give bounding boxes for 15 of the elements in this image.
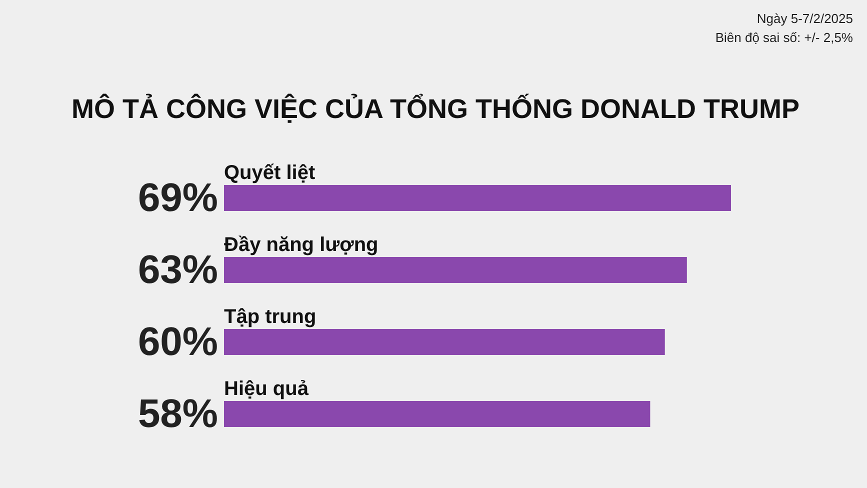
- text: Biên độ sai số: +/- 2,5%: [715, 29, 853, 47]
- y-tick-label: Quyết liệt: [224, 162, 316, 184]
- bar: [224, 257, 687, 283]
- data-label: 69%: [138, 176, 218, 220]
- data-label: 63%: [138, 248, 218, 292]
- bar: [224, 185, 731, 211]
- data-label: 58%: [138, 392, 218, 436]
- y-tick-label: Đầy năng lượng: [224, 234, 378, 256]
- bar: [224, 401, 650, 427]
- text: Ngày 5-7/2/2025: [756, 10, 853, 28]
- y-tick-label: Tập trung: [224, 306, 316, 328]
- bar: [224, 329, 665, 355]
- y-tick-label: Hiệu quả: [224, 378, 310, 400]
- data-label: 60%: [138, 320, 218, 364]
- chart-title: MÔ TẢ CÔNG VIỆC CỦA TỔNG THỐNG DONALD TRUMP: [72, 93, 800, 124]
